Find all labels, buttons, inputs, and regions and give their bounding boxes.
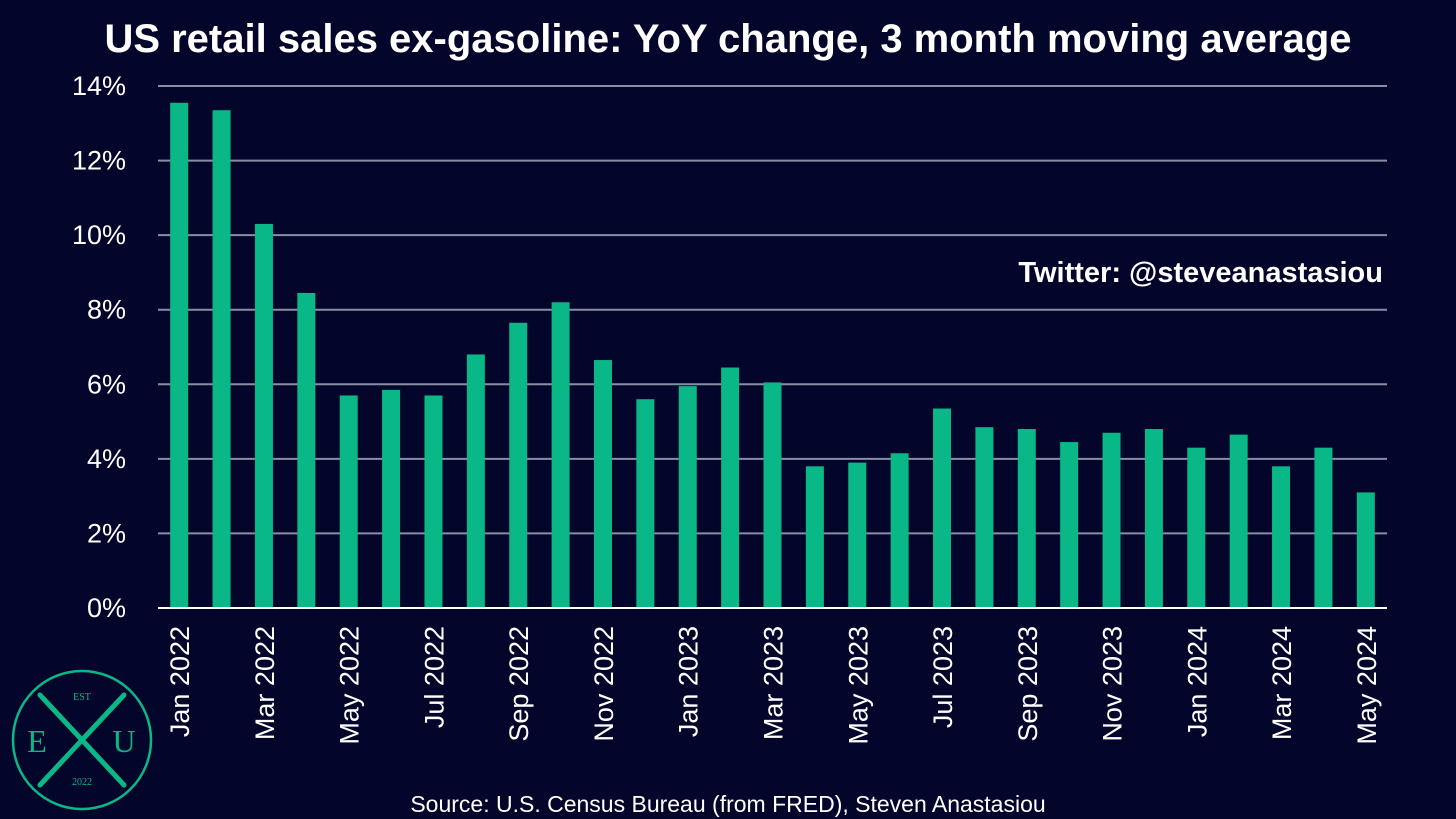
y-tick-label: 14% bbox=[72, 71, 126, 101]
bar bbox=[551, 302, 570, 608]
bar bbox=[297, 292, 316, 608]
logo-bottom-text: 2022 bbox=[72, 777, 92, 788]
bar bbox=[1314, 447, 1333, 608]
bar bbox=[170, 102, 189, 609]
bar bbox=[975, 427, 994, 608]
y-tick-label: 8% bbox=[87, 295, 126, 325]
bar bbox=[509, 322, 528, 608]
bar bbox=[212, 110, 231, 608]
bar bbox=[1144, 429, 1163, 608]
logo-ring bbox=[11, 669, 153, 811]
bar bbox=[1102, 432, 1121, 608]
y-tick-label: 12% bbox=[72, 146, 126, 176]
y-tick-label: 6% bbox=[87, 369, 126, 399]
y-tick-label: 10% bbox=[72, 220, 126, 250]
logo-right-letter: U bbox=[112, 723, 135, 759]
logo-cross-b bbox=[37, 692, 127, 788]
x-tick-label: Jan 2022 bbox=[165, 626, 195, 737]
bar bbox=[1017, 429, 1036, 608]
y-axis-ticks: 0% 2% 4% 6% 8% 10% 12% 14% bbox=[72, 71, 126, 623]
y-tick-label: 4% bbox=[87, 444, 126, 474]
logo-top-text: EST bbox=[73, 692, 91, 703]
x-tick-label: Jan 2024 bbox=[1182, 626, 1212, 737]
bar bbox=[1356, 492, 1375, 608]
bar bbox=[1229, 434, 1248, 608]
bar bbox=[1272, 466, 1291, 608]
bar-series bbox=[170, 102, 1375, 609]
bar bbox=[1060, 442, 1079, 608]
bar bbox=[721, 367, 740, 608]
chart-title: US retail sales ex-gasoline: YoY change,… bbox=[104, 17, 1351, 61]
y-tick-label: 2% bbox=[87, 518, 126, 548]
bar bbox=[424, 395, 443, 608]
bar bbox=[382, 389, 401, 608]
logo-left-letter: E bbox=[27, 723, 47, 759]
bar bbox=[254, 223, 273, 608]
x-tick-label: May 2023 bbox=[843, 626, 873, 745]
x-tick-label: May 2024 bbox=[1352, 626, 1382, 745]
bar bbox=[848, 462, 867, 608]
x-tick-label: Jan 2023 bbox=[674, 626, 704, 737]
source-note: Source: U.S. Census Bureau (from FRED), … bbox=[410, 791, 1045, 817]
bar bbox=[678, 386, 697, 608]
bar bbox=[763, 382, 782, 608]
x-tick-label: Nov 2023 bbox=[1098, 626, 1128, 742]
x-axis-ticks: Jan 2022 Mar 2022 May 2022 Jul 2022 Sep 2022… bbox=[165, 626, 1382, 745]
bar bbox=[466, 354, 485, 608]
bar bbox=[933, 408, 952, 608]
x-tick-label: Jul 2022 bbox=[419, 626, 449, 728]
x-tick-label: Sep 2023 bbox=[1013, 626, 1043, 742]
x-tick-label: Nov 2022 bbox=[589, 626, 619, 742]
logo-badge: EST E U 2022 bbox=[11, 669, 153, 811]
bar bbox=[805, 466, 824, 608]
bar bbox=[636, 399, 655, 608]
bar bbox=[890, 453, 909, 608]
x-tick-label: Mar 2022 bbox=[250, 626, 280, 740]
x-tick-label: Sep 2022 bbox=[504, 626, 534, 742]
bar bbox=[1187, 447, 1206, 608]
watermark: Twitter: @steveanastasiou bbox=[1018, 257, 1383, 289]
bar bbox=[339, 395, 358, 608]
x-tick-label: May 2022 bbox=[335, 626, 365, 745]
y-tick-label: 0% bbox=[87, 593, 126, 623]
x-tick-label: Mar 2024 bbox=[1267, 626, 1297, 740]
x-tick-label: Jul 2023 bbox=[928, 626, 958, 728]
bar bbox=[593, 360, 612, 608]
x-tick-label: Mar 2023 bbox=[759, 626, 789, 740]
